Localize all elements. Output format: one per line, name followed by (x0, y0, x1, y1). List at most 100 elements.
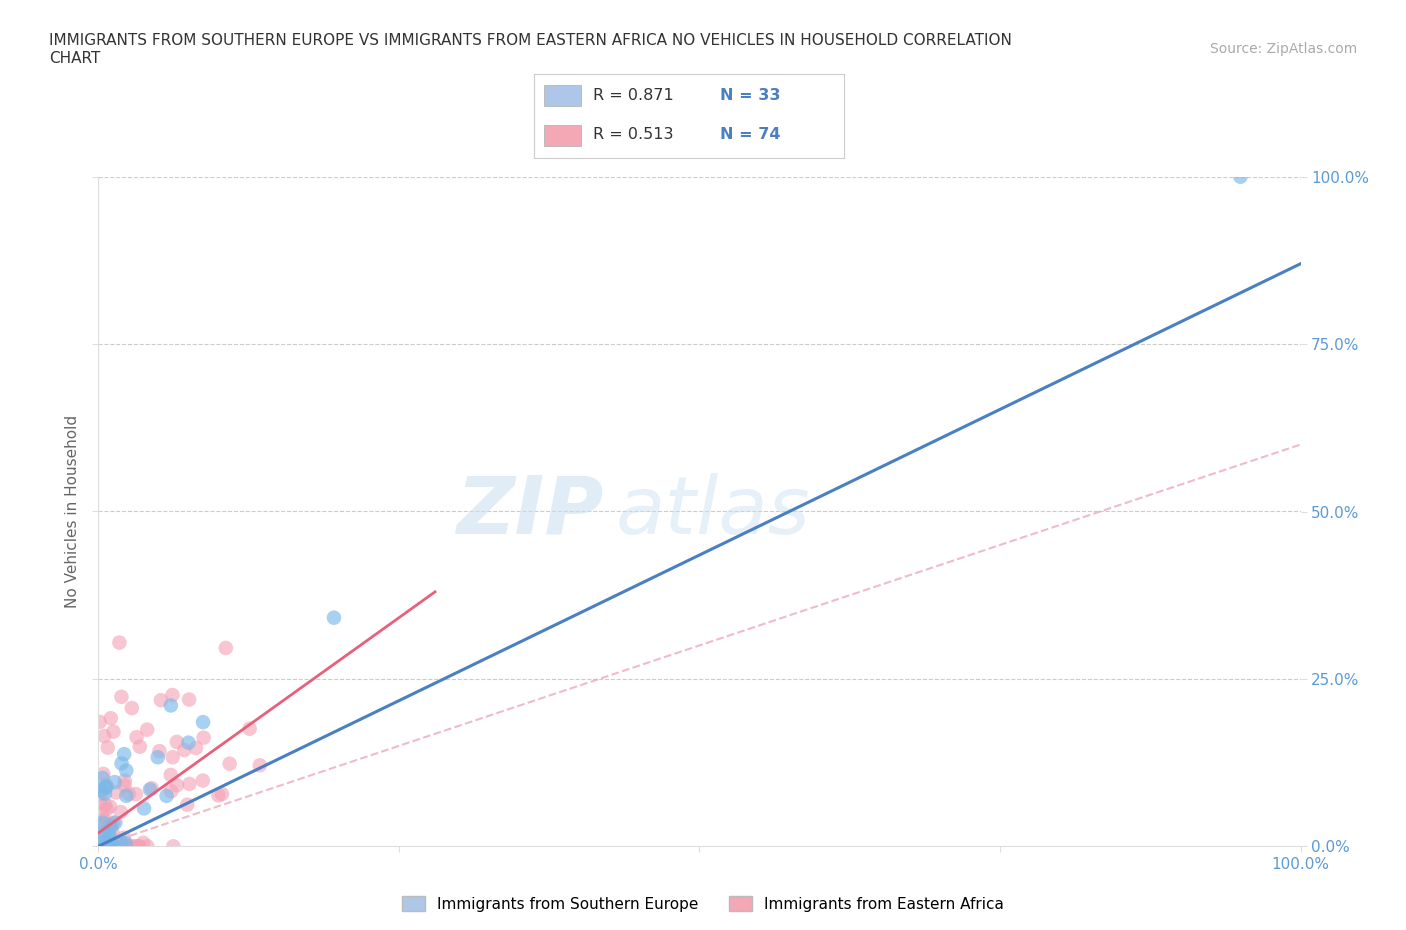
Point (160, 784, 183, 799)
Point (141, 781, 163, 796)
Text: R = 0.871: R = 0.871 (593, 87, 673, 103)
Point (148, 744, 170, 759)
Point (90, 835, 112, 850)
Point (215, 641, 238, 656)
Point (110, 804, 132, 819)
Point (211, 787, 233, 802)
Point (100, 835, 122, 850)
Point (96, 779, 118, 794)
Bar (544, 125, 581, 146)
Point (90, 786, 112, 801)
Text: N = 74: N = 74 (720, 127, 780, 142)
Point (108, 839, 131, 854)
Point (97, 740, 120, 755)
Point (94, 839, 117, 854)
Point (90, 806, 112, 821)
Point (132, 801, 155, 816)
Point (193, 730, 215, 745)
Point (111, 839, 134, 854)
Point (136, 839, 159, 854)
Point (100, 819, 122, 834)
Point (239, 722, 262, 737)
Point (179, 777, 201, 791)
Point (139, 782, 162, 797)
Point (110, 835, 132, 850)
Point (176, 797, 198, 812)
Point (98, 817, 121, 831)
Point (98, 839, 121, 854)
Point (117, 839, 139, 854)
Point (115, 789, 138, 804)
Point (90, 783, 112, 798)
Text: Source: ZipAtlas.com: Source: ZipAtlas.com (1209, 42, 1357, 56)
Point (93, 839, 115, 854)
Point (184, 740, 207, 755)
Point (173, 742, 195, 757)
Point (1229, 169, 1251, 184)
Point (177, 692, 200, 707)
Point (89, 714, 111, 729)
Point (91, 771, 114, 786)
Point (100, 711, 122, 725)
Point (162, 750, 184, 764)
Y-axis label: No Vehicles in Household: No Vehicles in Household (65, 415, 80, 608)
Text: IMMIGRANTS FROM SOUTHERN EUROPE VS IMMIGRANTS FROM EASTERN AFRICA NO VEHICLES IN: IMMIGRANTS FROM SOUTHERN EUROPE VS IMMIG… (49, 33, 1012, 47)
Point (98, 839, 121, 854)
Point (136, 723, 159, 737)
Point (162, 687, 184, 702)
Point (98, 799, 121, 814)
Point (101, 839, 124, 854)
Point (94, 780, 117, 795)
Point (104, 816, 127, 830)
Point (249, 758, 271, 773)
Point (93, 728, 115, 743)
Point (97, 838, 120, 853)
Point (94, 777, 117, 792)
Point (117, 839, 139, 854)
Point (125, 730, 148, 745)
Legend: Immigrants from Southern Europe, Immigrants from Eastern Africa: Immigrants from Southern Europe, Immigra… (396, 890, 1010, 918)
Point (90, 818, 112, 833)
Point (191, 714, 214, 729)
Point (112, 830, 135, 845)
Point (115, 839, 138, 854)
Point (121, 700, 143, 715)
Point (323, 610, 346, 625)
Point (96, 835, 118, 850)
Point (218, 756, 240, 771)
Point (94, 797, 117, 812)
Point (105, 785, 128, 800)
Point (159, 698, 181, 713)
Point (166, 735, 188, 750)
Point (166, 777, 188, 792)
Point (103, 724, 125, 739)
Point (114, 773, 136, 788)
Point (125, 787, 148, 802)
Point (93, 766, 115, 781)
Point (128, 839, 150, 854)
Point (101, 816, 124, 830)
Point (125, 839, 148, 854)
Point (104, 775, 127, 790)
Point (112, 747, 135, 762)
Point (93, 825, 115, 840)
Point (94, 839, 117, 854)
Point (110, 756, 132, 771)
Point (90, 830, 112, 845)
Point (118, 787, 141, 802)
Point (132, 835, 155, 850)
Point (94, 786, 117, 801)
Point (97, 829, 120, 844)
Point (159, 767, 181, 782)
Point (146, 750, 169, 764)
Point (93, 812, 115, 827)
Point (101, 825, 124, 840)
Point (115, 763, 138, 777)
Point (100, 835, 122, 850)
Point (91, 815, 114, 830)
Text: atlas: atlas (616, 472, 810, 551)
Text: CHART: CHART (49, 51, 101, 66)
Text: R = 0.513: R = 0.513 (593, 127, 673, 142)
Point (98, 835, 121, 850)
Point (128, 839, 150, 854)
